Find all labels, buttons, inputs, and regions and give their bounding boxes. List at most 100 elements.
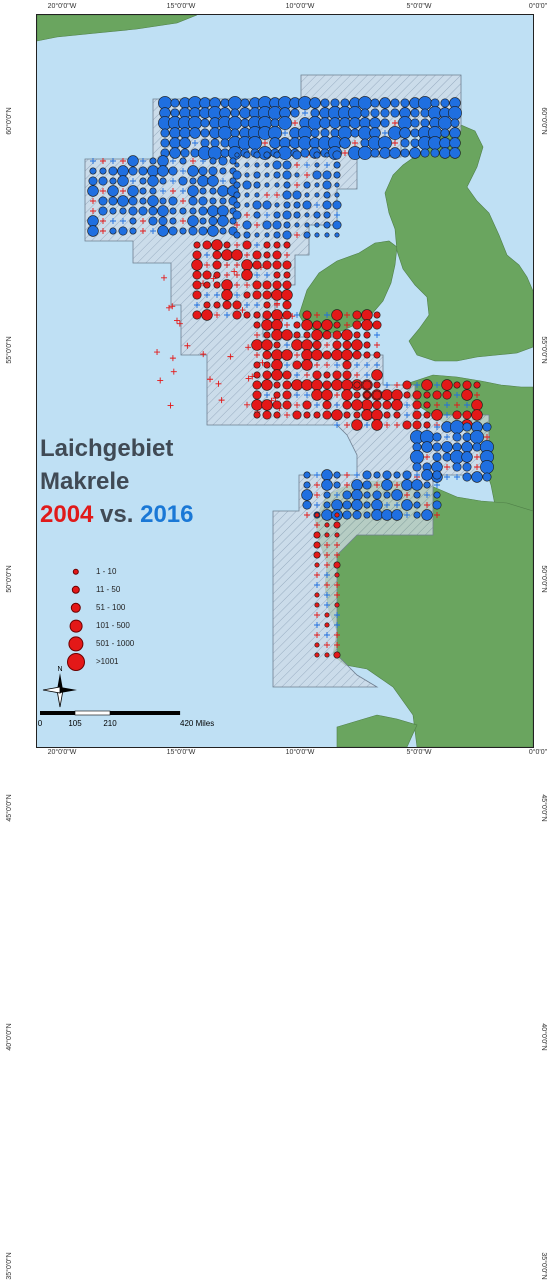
catch-station-428 (283, 261, 291, 269)
catch-station-350 (293, 191, 301, 199)
legend-label-3: 101 - 500 (96, 621, 130, 630)
catch-station-324 (254, 172, 260, 178)
catch-station-564 (324, 372, 330, 378)
catch-station-757 (422, 470, 433, 481)
catch-station-854 (315, 643, 319, 647)
catch-station-830 (315, 563, 319, 567)
catch-station-446 (263, 281, 271, 289)
catch-station-566 (343, 371, 351, 379)
catch-station-773 (302, 490, 313, 501)
catch-station-246 (148, 196, 159, 207)
catch-station-640 (364, 392, 370, 398)
catch-station-354 (335, 193, 339, 197)
catch-station-537 (312, 350, 323, 361)
catch-station-283 (218, 216, 229, 227)
catch-station-81 (370, 118, 381, 129)
catch-station-308 (314, 152, 320, 158)
catch-station-309 (325, 153, 329, 157)
catch-station-794 (372, 500, 383, 511)
catch-station-458 (282, 290, 293, 301)
catch-station-753 (383, 471, 391, 479)
catch-station-775 (324, 492, 330, 498)
catch-station-332 (334, 172, 340, 178)
catch-station-186 (150, 158, 156, 164)
catch-station-711 (470, 430, 483, 443)
catch-station-536 (302, 350, 313, 361)
catch-station-473 (233, 311, 241, 319)
catch-station-6 (221, 99, 229, 107)
catch-station-820 (334, 522, 340, 528)
catch-station-199 (129, 167, 137, 175)
catch-station-520 (274, 342, 280, 348)
catch-station-289 (130, 228, 136, 234)
catch-station-67 (228, 116, 241, 129)
legend-symbol-0 (73, 569, 79, 575)
zero-station-772 (434, 482, 440, 488)
catch-station-258 (120, 208, 126, 214)
catch-station-679 (453, 411, 461, 419)
catch-station-470 (202, 310, 213, 321)
catch-station-88 (438, 116, 451, 129)
catch-station-151 (170, 148, 181, 159)
catch-station-515 (354, 332, 360, 338)
catch-station-301 (244, 152, 250, 158)
catch-station-466 (264, 302, 270, 308)
lat-label-right-4: 40°0'0"N (540, 1023, 547, 1050)
catch-station-504 (373, 321, 381, 329)
catch-station-457 (272, 290, 283, 301)
catch-station-384 (305, 223, 309, 227)
catch-station-438 (284, 272, 290, 278)
catch-station-292 (158, 226, 169, 237)
catch-station-91 (170, 128, 181, 139)
catch-station-252 (210, 198, 216, 204)
catch-station-50 (361, 109, 369, 117)
catch-station-528 (352, 340, 363, 351)
catch-station-508 (282, 330, 293, 341)
catch-station-306 (293, 151, 301, 159)
catch-station-690 (413, 421, 421, 429)
catch-station-717 (453, 443, 461, 451)
catch-station-689 (403, 421, 411, 429)
catch-station-138 (340, 138, 351, 149)
catch-station-171 (371, 149, 379, 157)
catch-station-16 (321, 99, 329, 107)
catch-station-361 (294, 202, 300, 208)
zero-station-483 (294, 312, 300, 318)
catch-station-298 (220, 228, 226, 234)
catch-station-572 (274, 382, 280, 388)
catch-station-593 (354, 392, 360, 398)
catch-station-601 (303, 401, 311, 409)
catch-station-780 (373, 491, 381, 499)
catch-station-781 (384, 492, 390, 498)
catch-station-844 (335, 603, 339, 607)
lat-label-left-1: 55°0'0"N (6, 336, 13, 363)
catch-station-646 (424, 392, 430, 398)
catch-station-319 (315, 163, 319, 167)
catch-station-511 (312, 330, 323, 341)
catch-station-660 (413, 401, 421, 409)
catch-station-140 (361, 139, 369, 147)
catch-station-124 (201, 139, 209, 147)
catch-station-490 (362, 310, 373, 321)
catch-station-809 (382, 510, 393, 521)
catch-station-492 (254, 322, 260, 328)
catch-station-729 (413, 463, 421, 471)
catch-station-789 (324, 502, 330, 508)
catch-station-523 (302, 340, 313, 351)
catch-station-625 (363, 381, 371, 389)
catch-station-745 (304, 472, 310, 478)
catch-station-371 (283, 211, 291, 219)
catch-station-372 (294, 212, 300, 218)
catch-station-570 (253, 381, 261, 389)
catch-station-177 (431, 149, 439, 157)
catch-station-22 (380, 98, 391, 109)
catch-station-558 (263, 371, 271, 379)
catch-station-222 (208, 176, 219, 187)
catch-station-192 (210, 158, 216, 164)
catch-station-390 (255, 233, 259, 237)
catch-station-704 (483, 423, 491, 431)
catch-station-474 (244, 312, 250, 318)
catch-station-571 (262, 380, 273, 391)
catch-station-212 (110, 178, 116, 184)
catch-station-710 (463, 433, 471, 441)
